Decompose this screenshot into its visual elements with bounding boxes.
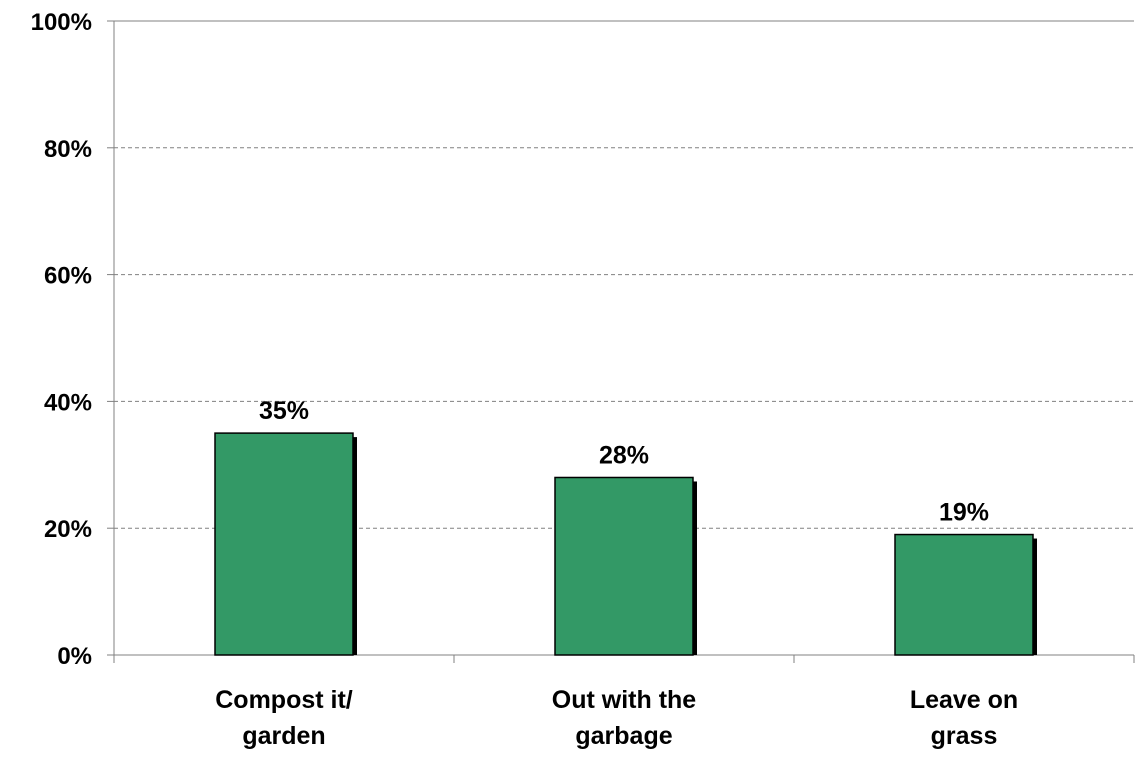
x-tick-label: Out with the: [552, 686, 697, 714]
bar: [894, 533, 1034, 656]
x-tick-label: garden: [242, 722, 325, 750]
bar: [214, 432, 354, 656]
data-label: 19%: [939, 499, 989, 527]
y-tick-label: 60%: [44, 263, 92, 290]
labels: 0% 20% 40% 60% 80% 100% 35% Compost it/garden 28…: [31, 9, 1019, 750]
x-tick-label: Leave on: [910, 686, 1018, 714]
y-tick-label: 40%: [44, 389, 92, 416]
data-label: 35%: [259, 397, 309, 425]
y-tick-label: 20%: [44, 516, 92, 543]
bars: [214, 432, 1037, 656]
y-tick-label: 0%: [57, 643, 92, 670]
data-label: 28%: [599, 441, 649, 469]
x-tick-label: grass: [931, 722, 998, 750]
y-tick-label: 80%: [44, 136, 92, 163]
y-tick-label: 100%: [31, 9, 92, 36]
bar: [554, 476, 694, 656]
x-tick-label: garbage: [575, 722, 672, 750]
x-tick-label: Compost it/: [215, 686, 353, 714]
